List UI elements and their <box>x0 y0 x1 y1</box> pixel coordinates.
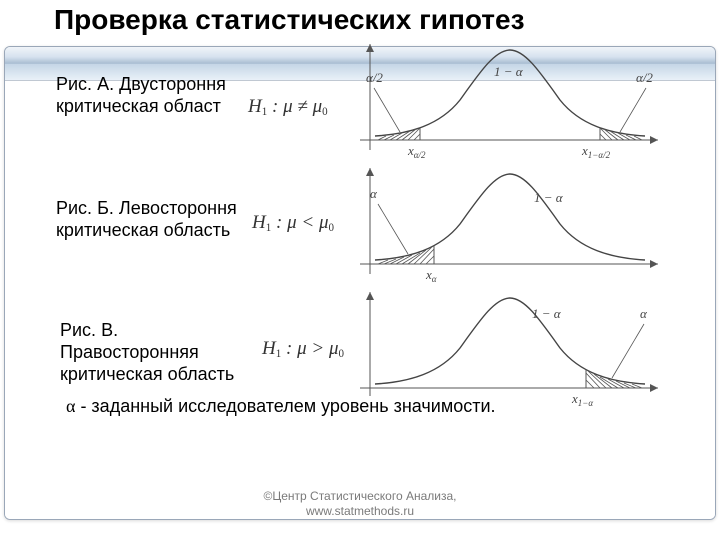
label-alpha-half-right: α/2 <box>636 70 653 85</box>
label-alpha-c: α <box>640 306 648 321</box>
label-central-a: 1 − α <box>494 64 524 79</box>
caption-a: Рис. А. Двустороннякритическая област <box>56 74 226 118</box>
caption-b: Рис. Б. Левостороннякритическая область <box>56 198 237 242</box>
hypothesis-a: H1 : μ ≠ μ0 <box>248 96 328 118</box>
hypothesis-b: H1 : μ < μ0 <box>252 212 334 234</box>
svg-text:xα/2: xα/2 <box>407 143 426 160</box>
page-title: Проверка статистических гипотез <box>54 4 525 36</box>
label-alpha-b: α <box>370 186 378 201</box>
copyright: ©Центр Статистического Анализа,www.statm… <box>0 489 720 518</box>
svg-text:x1−α/2: x1−α/2 <box>581 143 611 160</box>
label-central-b: 1 − α <box>534 190 564 205</box>
chart-right-sided: α 1 − α x1−α <box>360 288 660 406</box>
caption-c: Рис. В.Правосторонняякритическая область <box>60 320 234 386</box>
label-central-c: 1 − α <box>532 306 562 321</box>
hypothesis-c: H1 : μ > μ0 <box>262 338 344 360</box>
label-alpha-half-left: α/2 <box>366 70 383 85</box>
svg-text:x1−α: x1−α <box>571 391 593 408</box>
chart-left-sided: α 1 − α xα <box>360 164 660 284</box>
svg-text:xα: xα <box>425 267 437 284</box>
slide: Проверка статистических гипотез Рис. А. … <box>0 0 720 540</box>
chart-two-sided: α/2 α/2 1 − α xα/2 x1−α/2 <box>360 40 660 160</box>
